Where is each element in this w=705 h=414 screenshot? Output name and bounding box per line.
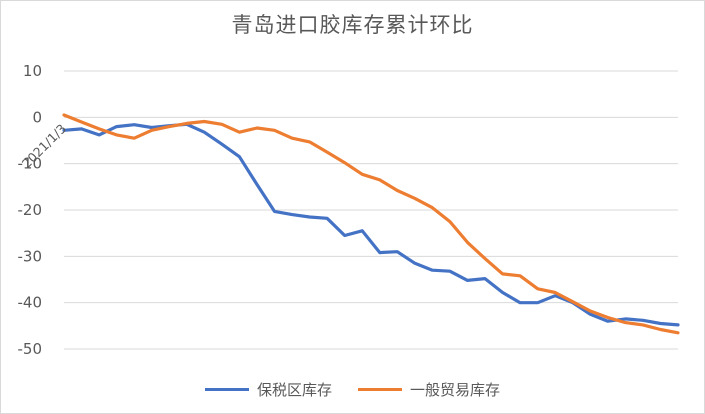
x-tick-label: 2021/1/3 xyxy=(19,121,69,171)
y-tick-label: -10 xyxy=(18,155,43,173)
series-line-bonded xyxy=(62,122,680,327)
series-lines xyxy=(62,113,680,335)
legend-item-bonded: 保税区库存 xyxy=(204,379,332,400)
y-tick-label: -20 xyxy=(18,201,43,219)
series-line-general-trade xyxy=(62,113,680,335)
legend-label-bonded: 保税区库存 xyxy=(256,381,332,399)
x-axis-ticks: 2021/1/3 xyxy=(19,121,69,171)
legend-item-general-trade: 一般贸易库存 xyxy=(358,379,500,400)
legend-swatch-general-trade xyxy=(358,388,402,391)
chart-title: 青岛进口胶库存累计环比 xyxy=(231,13,474,37)
y-tick-label: -30 xyxy=(18,247,43,265)
y-tick-label: -40 xyxy=(18,294,43,312)
legend-swatch-bonded xyxy=(204,388,249,391)
legend-label-general-trade: 一般贸易库存 xyxy=(410,381,501,399)
legend: 保税区库存 一般贸易库存 xyxy=(1,379,704,400)
y-tick-label: 10 xyxy=(23,62,42,80)
y-axis-ticks: 10 0 -10 -20 -30 -40 -50 xyxy=(18,62,43,358)
y-tick-label: -50 xyxy=(18,340,43,358)
y-tick-label: 0 xyxy=(32,108,42,126)
